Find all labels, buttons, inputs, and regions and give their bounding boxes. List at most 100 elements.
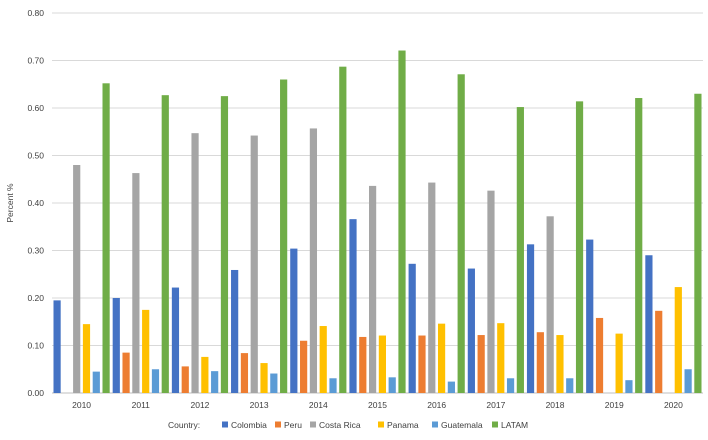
- x-tick-label: 2018: [546, 400, 565, 410]
- bar-guatemala-2015: [388, 377, 396, 393]
- bar-peru-2013: [240, 353, 249, 393]
- bar-guatemala-2010: [92, 371, 100, 393]
- x-tick-label: 2019: [605, 400, 624, 410]
- y-tick-label: 0.30: [27, 246, 44, 256]
- legend: Country: Colombia Peru Costa Rica Panama Guat…: [168, 420, 528, 430]
- x-tick-label: 2010: [72, 400, 91, 410]
- x-tick-label: 2012: [190, 400, 209, 410]
- bar-costa-rica-2011: [132, 173, 140, 393]
- bar-peru-2014: [300, 340, 308, 393]
- bar-latam-2016: [457, 74, 465, 394]
- bar-latam-2014: [339, 66, 347, 394]
- y-tick-label: 0.80: [27, 8, 44, 18]
- x-tick-label: 2020: [664, 400, 683, 410]
- legend-item-panama: Panama: [378, 420, 419, 430]
- bar-costa-rica-2018: [546, 216, 554, 393]
- bar-peru-2017: [477, 335, 485, 393]
- legend-item-peru: Peru: [275, 420, 302, 430]
- bar-peru-2019: [595, 317, 604, 393]
- x-axis-tick-labels: 2010 2011 2012 2013 2014 2015 2016 2017 2018 2019…: [72, 400, 683, 410]
- bar-guatemala-2011: [151, 369, 160, 393]
- bar-panama-2013: [260, 363, 268, 393]
- legend-item-guatemala: Guatemala: [432, 420, 483, 430]
- legend-swatch: [310, 421, 316, 428]
- bar-colombia-2016: [408, 263, 416, 393]
- bar-colombia-2020: [645, 255, 653, 393]
- bar-latam-2015: [398, 50, 406, 394]
- bar-panama-2015: [378, 335, 386, 393]
- y-tick-label: 0.40: [27, 198, 44, 208]
- bar-costa-rica-2014: [309, 128, 318, 394]
- bar-colombia-2017: [467, 268, 475, 393]
- bar-latam-2010: [102, 83, 110, 394]
- bar-peru-2012: [181, 366, 189, 393]
- gridlines: [52, 12, 703, 394]
- bar-guatemala-2019: [625, 380, 633, 393]
- x-tick-label: 2017: [486, 400, 505, 410]
- legend-item-colombia: Colombia: [222, 420, 267, 430]
- bar-panama-2017: [497, 323, 505, 393]
- x-tick-label: 2016: [427, 400, 446, 410]
- bar-panama-2019: [615, 333, 623, 393]
- legend-label: Peru: [284, 420, 302, 430]
- y-tick-label: 0.10: [27, 341, 44, 351]
- bar-panama-2020: [674, 287, 682, 393]
- legend-label: Costa Rica: [319, 420, 361, 430]
- x-tick-label: 2011: [132, 400, 151, 410]
- bar-latam-2018: [575, 101, 584, 393]
- y-tick-label: 0.70: [27, 56, 44, 66]
- bar-guatemala-2016: [447, 381, 455, 393]
- bar-colombia-2014: [290, 248, 298, 393]
- legend-label: LATAM: [501, 420, 528, 430]
- bar-latam-2013: [280, 79, 288, 393]
- bar-guatemala-2012: [211, 371, 219, 393]
- bar-costa-rica-2017: [487, 190, 495, 393]
- bar-guatemala-2013: [270, 373, 278, 393]
- bar-panama-2016: [437, 323, 446, 393]
- bars: [53, 50, 702, 394]
- bar-latam-2019: [635, 98, 643, 394]
- bar-colombia-2011: [112, 298, 120, 393]
- bar-panama-2012: [201, 356, 209, 393]
- bar-panama-2011: [142, 309, 150, 393]
- bar-latam-2020: [694, 93, 702, 393]
- x-tick-label: 2015: [368, 400, 387, 410]
- bar-panama-2014: [319, 326, 327, 393]
- y-tick-label: 0.00: [27, 388, 44, 398]
- legend-swatch: [432, 421, 438, 428]
- x-tick-label: 2014: [309, 400, 328, 410]
- x-tick-label: 2013: [250, 400, 269, 410]
- bar-latam-2012: [220, 96, 229, 393]
- bar-colombia-2012: [171, 287, 180, 393]
- bar-peru-2015: [359, 336, 367, 393]
- bar-panama-2010: [82, 324, 91, 393]
- y-tick-label: 0.60: [27, 103, 44, 113]
- legend-label: Panama: [387, 420, 419, 430]
- legend-item-latam: LATAM: [492, 420, 528, 430]
- bar-latam-2017: [516, 107, 524, 394]
- bar-colombia-2018: [526, 244, 535, 393]
- legend-title: Country:: [168, 420, 200, 430]
- bar-costa-rica-2010: [73, 165, 81, 393]
- bar-peru-2018: [536, 332, 544, 393]
- legend-swatch: [222, 421, 228, 428]
- legend-label: Colombia: [231, 420, 267, 430]
- legend-swatch: [492, 421, 498, 428]
- legend-swatch: [378, 421, 384, 428]
- legend-label: Guatemala: [441, 420, 483, 430]
- bar-guatemala-2018: [566, 378, 574, 393]
- bar-costa-rica-2015: [369, 185, 377, 393]
- y-tick-label: 0.50: [27, 151, 44, 161]
- legend-item-costa-rica: Costa Rica: [310, 420, 361, 430]
- bar-peru-2011: [122, 352, 130, 393]
- legend-swatch: [275, 421, 281, 428]
- bar-panama-2018: [556, 335, 564, 393]
- bar-latam-2011: [161, 95, 169, 394]
- bar-colombia-2019: [586, 239, 594, 393]
- y-axis-title: Percent %: [5, 183, 15, 223]
- bar-guatemala-2017: [506, 378, 515, 393]
- bar-peru-2016: [418, 335, 426, 393]
- y-tick-label: 0.20: [27, 293, 44, 303]
- bar-costa-rica-2016: [428, 182, 436, 393]
